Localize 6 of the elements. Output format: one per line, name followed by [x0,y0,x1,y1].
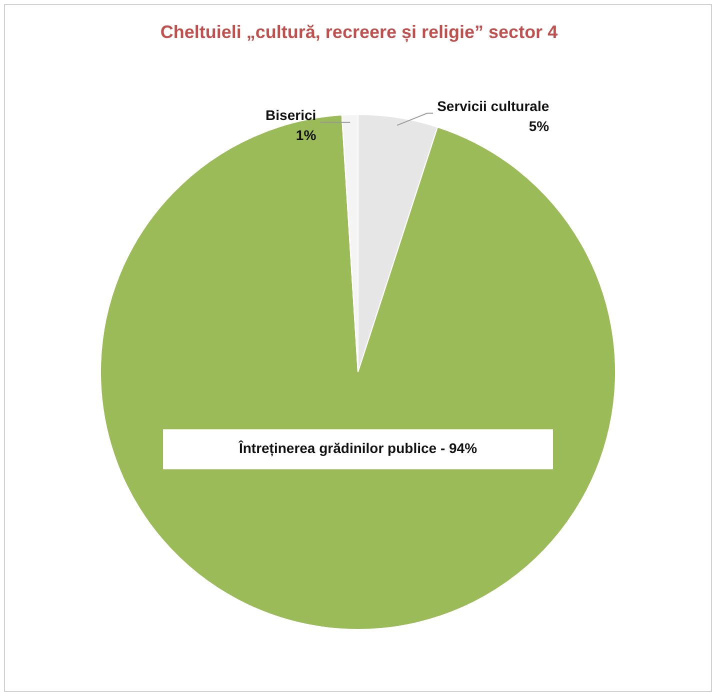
slice-label: Întreținerea grădinilor publice - 94% [238,440,478,458]
slice-label: Biserici [266,107,316,124]
data-label: 1% [296,127,317,144]
data-label: 5% [528,118,550,134]
chart-title: Cheltuieli „cultură, recreere și religie” sector 4 [159,22,559,43]
slice-label: Servicii culturale [437,98,550,114]
